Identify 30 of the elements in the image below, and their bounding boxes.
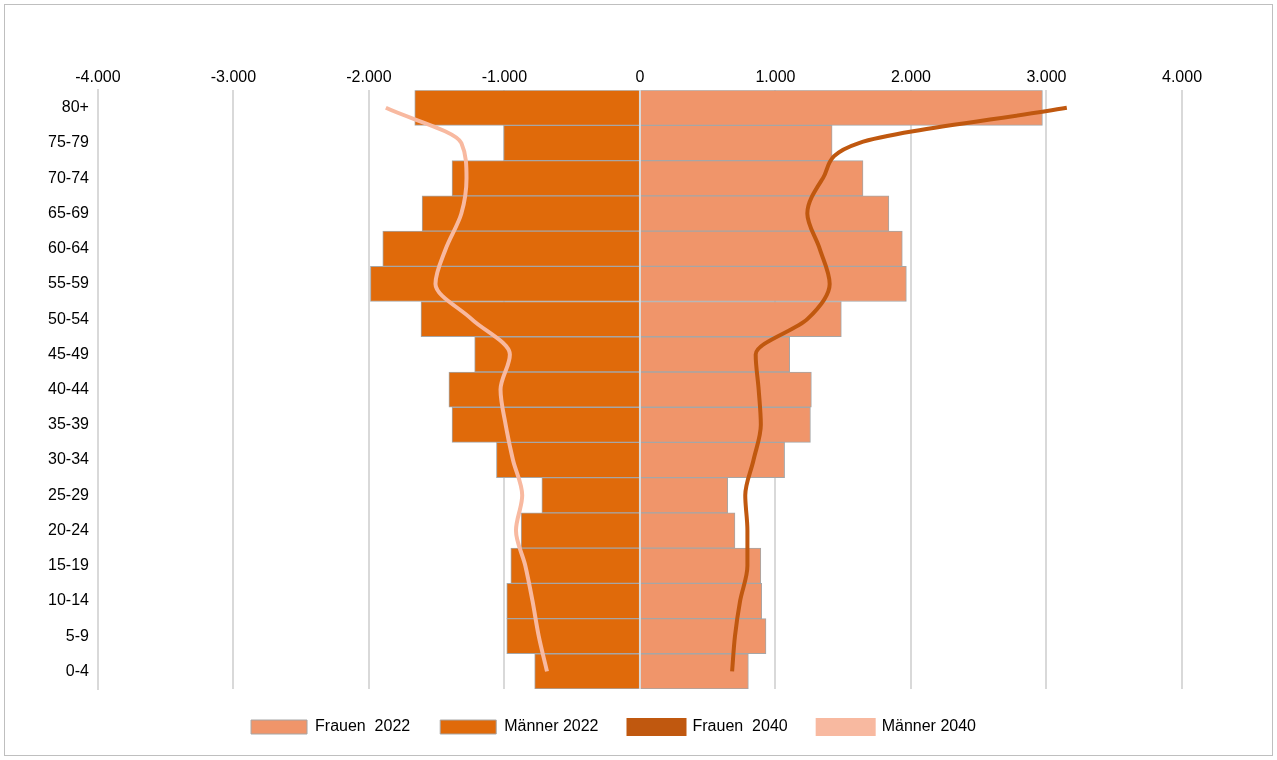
y-tick-label: 20-24 [48,520,90,538]
y-tick-label: 25-29 [48,485,90,503]
x-tick-label: 0 [635,68,645,86]
y-tick-label: 45-49 [48,344,90,362]
y-tick-label: 30-34 [48,450,90,468]
legend-label: Frauen 2040 [692,717,788,735]
x-tick-label: -2.000 [346,68,392,86]
legend-label: Frauen 2022 [315,717,411,735]
y-tick-label: 55-59 [48,274,90,292]
y-tick-label: 15-19 [48,556,90,574]
x-tick-label: -1.000 [481,68,528,86]
y-tick-label: 75-79 [48,133,90,151]
y-tick-label: 70-74 [48,168,90,186]
x-tick-label: 3.000 [1026,68,1067,86]
y-tick-label: 40-44 [48,380,90,398]
y-tick-label: 65-69 [48,203,90,221]
x-tick-label: 4.000 [1161,68,1203,86]
x-tick-label: 2.000 [890,68,932,86]
y-tick-label: 0-4 [65,661,90,679]
y-tick-label: 80+ [61,98,89,116]
y-tick-label: 60-64 [48,239,90,257]
x-tick-label: -3.000 [210,68,257,86]
x-tick-label: -4.000 [75,68,121,86]
y-tick-label: 50-54 [48,309,90,327]
legend-label: Männer 2040 [881,717,977,735]
legend-label: Männer 2022 [504,717,599,735]
y-tick-label: 5-9 [65,626,90,644]
x-tick-label: 1.000 [755,68,796,86]
y-tick-label: 10-14 [48,591,90,609]
y-tick-label: 35-39 [48,415,90,433]
